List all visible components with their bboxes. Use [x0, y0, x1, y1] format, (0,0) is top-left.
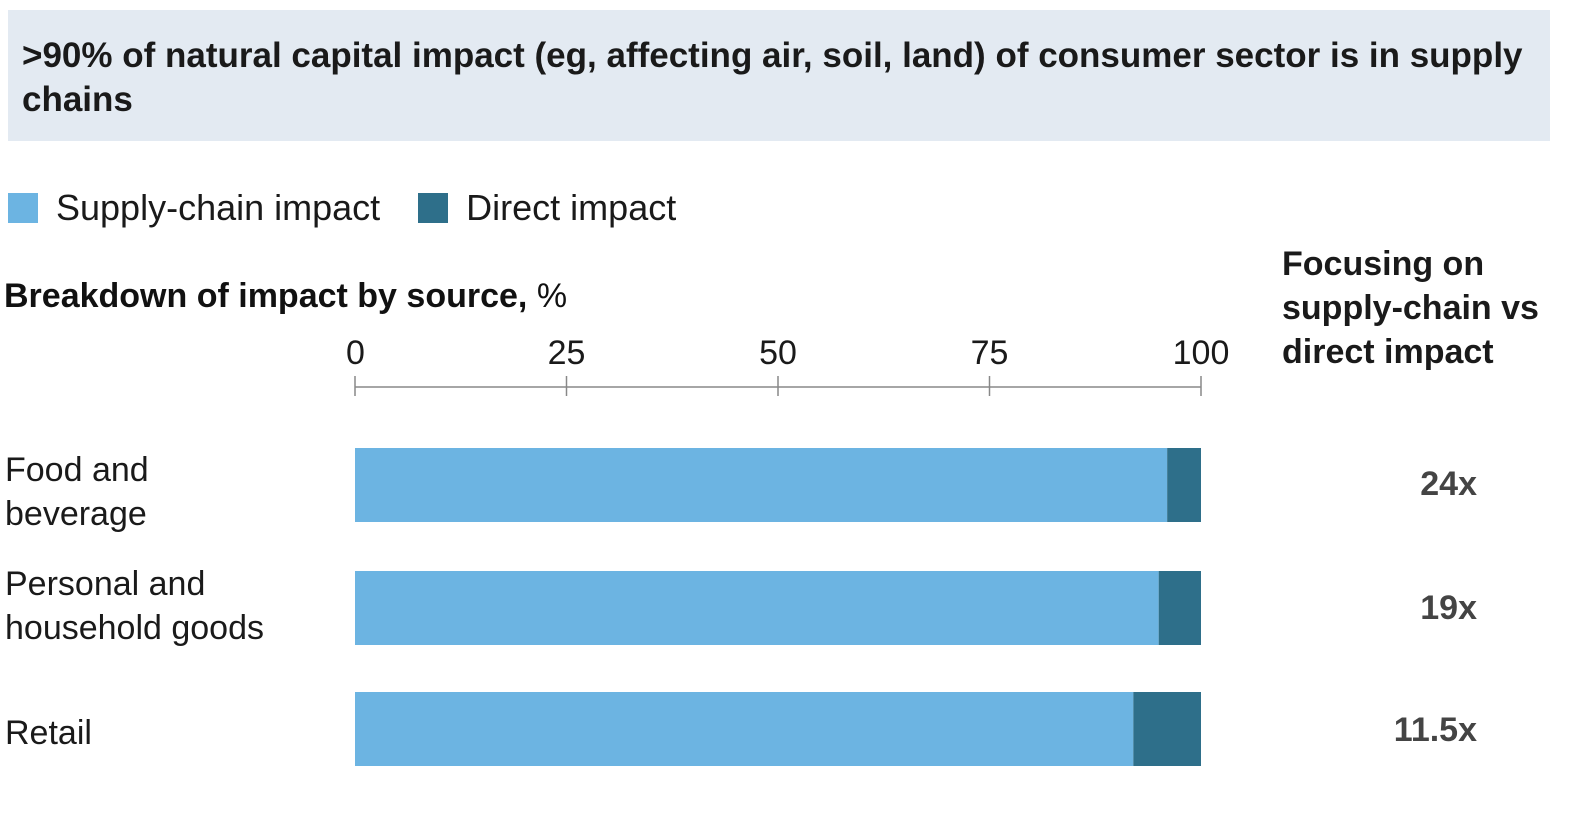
legend-label-direct: Direct impact: [466, 187, 677, 228]
ratio-food-beverage: 24x: [1420, 465, 1477, 503]
bar-supply-chain: [355, 571, 1159, 645]
row-label-food-beverage: Food and beverage: [5, 448, 335, 536]
row-label-line: Food and: [5, 451, 149, 489]
x-tick-label: 100: [1173, 334, 1230, 372]
x-tick-label: 75: [971, 334, 1009, 372]
ratio-retail: 11.5x: [1393, 711, 1477, 749]
row-label-retail: Retail: [5, 711, 335, 755]
x-tick-label: 50: [759, 334, 797, 372]
chart-subtitle: Breakdown of impact by source, %: [4, 274, 567, 318]
subtitle-text: Breakdown of impact by source,: [4, 277, 528, 315]
x-tick-label: 0: [346, 334, 365, 372]
legend-label-supply-chain: Supply-chain impact: [56, 187, 381, 228]
bar-supply-chain: [355, 692, 1134, 766]
title-banner: >90% of natural capital impact (eg, affe…: [8, 10, 1550, 141]
bar-supply-chain: [355, 448, 1168, 522]
row-label-personal-household: Personal and household goods: [5, 562, 335, 650]
ratio-personal-household: 19x: [1420, 589, 1477, 627]
subtitle-unit: %: [536, 277, 568, 315]
row-label-line: household goods: [5, 609, 265, 647]
legend-swatch-supply-chain: [8, 193, 38, 223]
bar-direct: [1133, 692, 1201, 766]
legend: Supply-chain impact Direct impact: [8, 186, 714, 230]
bar-direct: [1167, 448, 1201, 522]
row-label-line: Retail: [5, 714, 92, 752]
ratio-column-header: Focusing on supply-chain vs direct impac…: [1282, 245, 1539, 371]
x-tick-label: 25: [548, 334, 586, 372]
bar-direct: [1158, 571, 1201, 645]
legend-item-direct: Direct impact: [418, 187, 676, 229]
legend-item-supply-chain: Supply-chain impact: [8, 187, 380, 229]
row-label-line: Personal and: [5, 565, 206, 603]
row-label-line: beverage: [5, 495, 147, 533]
legend-swatch-direct: [418, 193, 449, 223]
chart-title: >90% of natural capital impact (eg, affe…: [22, 36, 1523, 119]
